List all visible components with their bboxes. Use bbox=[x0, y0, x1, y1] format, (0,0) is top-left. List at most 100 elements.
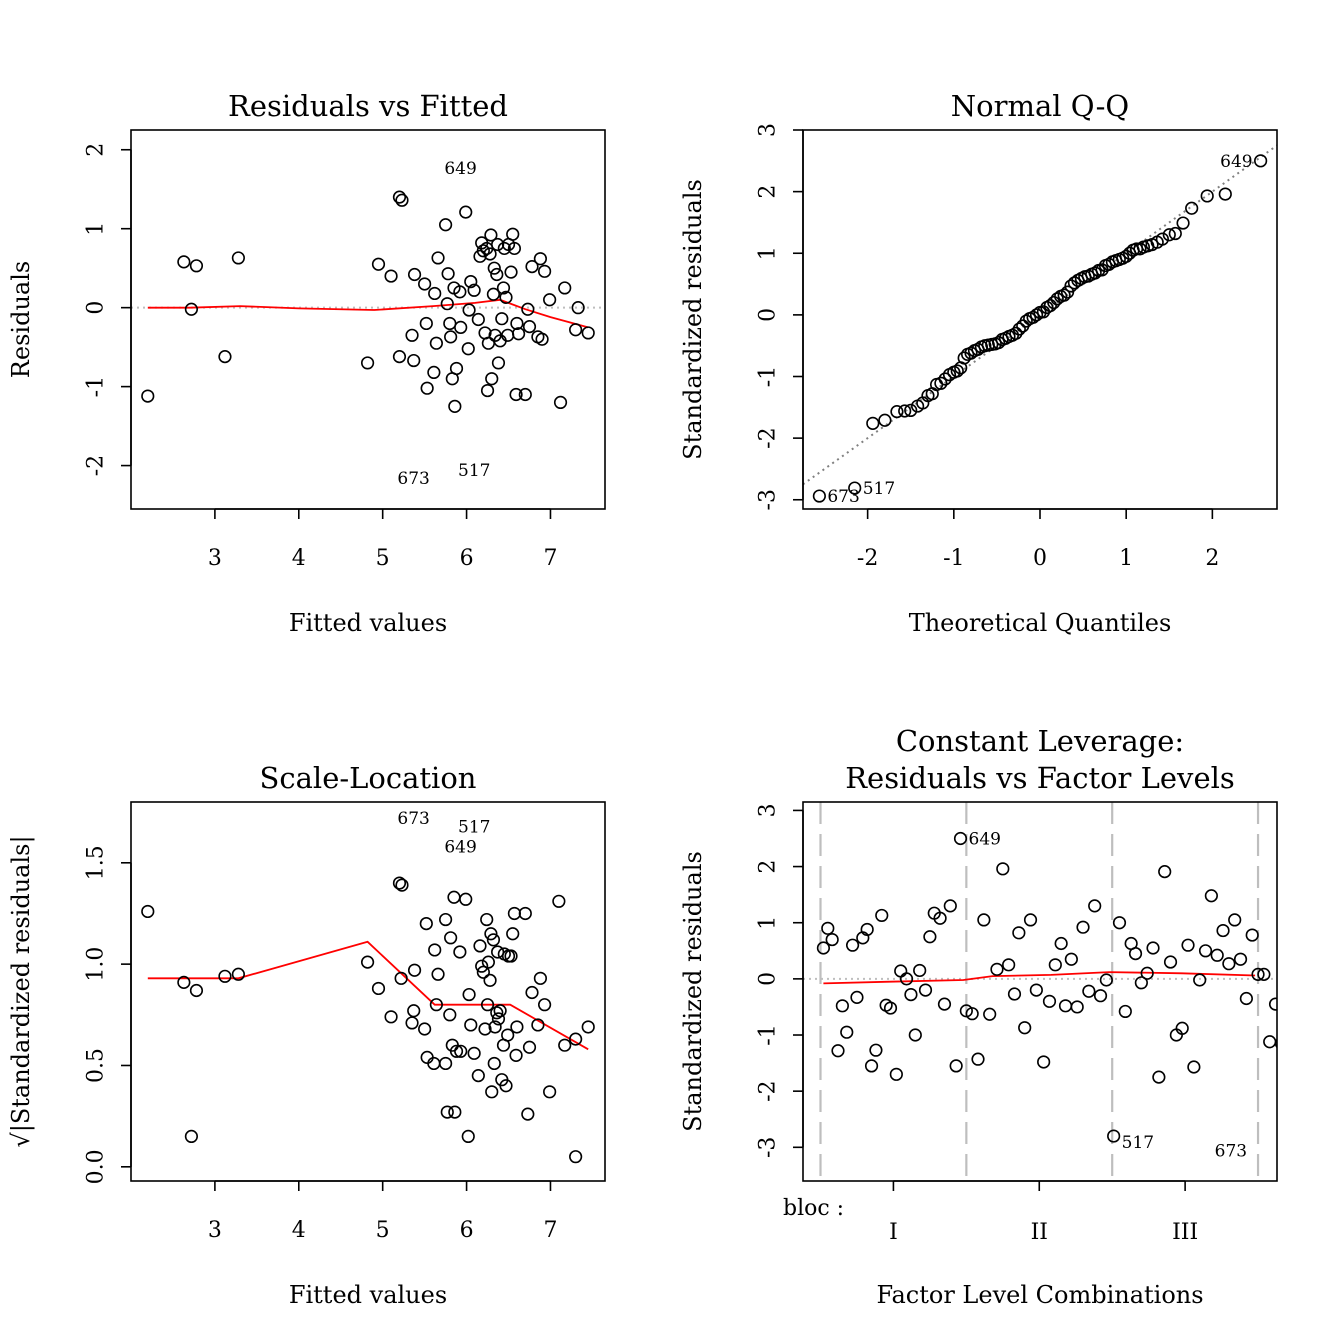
data-point bbox=[1193, 973, 1207, 987]
factor-level-label: III bbox=[1172, 1220, 1198, 1245]
data-point bbox=[1146, 941, 1160, 955]
data-point bbox=[443, 1008, 457, 1022]
data-point bbox=[990, 962, 1004, 976]
data-point bbox=[418, 277, 432, 291]
data-point bbox=[471, 312, 485, 327]
data-point bbox=[537, 264, 552, 278]
x-tick-label: 7 bbox=[543, 1218, 557, 1243]
data-point bbox=[218, 350, 232, 364]
data-point bbox=[535, 332, 549, 346]
data-point bbox=[507, 906, 521, 921]
data-point bbox=[1112, 916, 1127, 930]
y-tick-label: 3 bbox=[756, 123, 781, 137]
point-label: 673 bbox=[397, 809, 429, 829]
data-point bbox=[525, 985, 539, 1000]
data-point bbox=[522, 1040, 537, 1054]
data-point bbox=[480, 912, 494, 927]
data-point bbox=[1050, 292, 1064, 306]
data-point bbox=[444, 330, 458, 344]
data-point bbox=[1107, 1129, 1121, 1143]
data-point bbox=[899, 972, 914, 986]
data-point bbox=[558, 281, 572, 295]
point-label: 517 bbox=[458, 817, 490, 837]
data-point bbox=[875, 908, 889, 923]
data-point bbox=[484, 228, 498, 242]
y-axis-label: Residuals bbox=[7, 261, 35, 378]
data-point bbox=[1088, 266, 1102, 280]
y-tick-label: 0 bbox=[84, 301, 109, 315]
data-point bbox=[429, 336, 443, 350]
data-point bbox=[992, 336, 1006, 350]
data-point bbox=[420, 1050, 434, 1064]
data-point bbox=[949, 1059, 963, 1073]
data-point bbox=[506, 927, 520, 941]
data-point bbox=[184, 1129, 199, 1144]
data-point bbox=[531, 1018, 545, 1032]
x-tick-label: 0 bbox=[1033, 546, 1047, 571]
data-point bbox=[487, 261, 501, 275]
data-point bbox=[177, 975, 191, 989]
x-tick-label: 7 bbox=[543, 546, 557, 571]
y-tick-label: 2 bbox=[756, 185, 781, 199]
data-point bbox=[464, 1018, 478, 1032]
data-point bbox=[439, 1056, 453, 1071]
data-point bbox=[1251, 967, 1265, 981]
data-point bbox=[231, 967, 245, 981]
data-point bbox=[1012, 926, 1026, 940]
data-point bbox=[1168, 226, 1182, 241]
data-point bbox=[407, 963, 422, 977]
data-point bbox=[1274, 1038, 1277, 1049]
data-point bbox=[1054, 936, 1068, 951]
data-point bbox=[394, 971, 408, 985]
data-point bbox=[923, 930, 937, 944]
point-label: 517 bbox=[863, 479, 895, 499]
data-point bbox=[491, 1012, 506, 1026]
data-point bbox=[464, 275, 478, 289]
data-point bbox=[1185, 201, 1199, 215]
data-point bbox=[1152, 1070, 1166, 1084]
data-point bbox=[453, 945, 467, 959]
data-point bbox=[908, 1028, 922, 1042]
data-point bbox=[569, 1150, 583, 1164]
x-tick-label: 5 bbox=[376, 1218, 390, 1243]
data-point bbox=[522, 320, 537, 334]
factor-name-label: bloc : bbox=[783, 1196, 844, 1221]
y-axis-label: Standardized residuals bbox=[679, 851, 707, 1132]
point-label: 673 bbox=[827, 487, 859, 507]
data-point bbox=[427, 1056, 441, 1071]
data-point bbox=[486, 933, 501, 947]
data-point bbox=[371, 981, 386, 996]
y-tick-label: -1 bbox=[756, 1024, 781, 1045]
data-point bbox=[533, 252, 548, 266]
data-point bbox=[866, 416, 880, 430]
data-point bbox=[428, 286, 442, 301]
data-point bbox=[521, 1107, 535, 1121]
data-point bbox=[462, 987, 476, 1002]
data-point bbox=[1176, 216, 1190, 230]
data-point bbox=[486, 287, 501, 301]
point-label: 517 bbox=[1122, 1133, 1154, 1153]
data-point bbox=[462, 303, 476, 317]
data-point bbox=[964, 346, 978, 360]
chart-title: Scale-Location bbox=[260, 761, 477, 795]
data-point bbox=[1140, 966, 1154, 980]
data-point bbox=[845, 938, 860, 952]
data-point bbox=[444, 931, 458, 945]
data-point bbox=[840, 1025, 854, 1039]
data-point bbox=[141, 389, 155, 403]
data-point bbox=[407, 267, 422, 282]
data-point bbox=[1093, 989, 1108, 1003]
data-point bbox=[392, 350, 407, 364]
data-point bbox=[392, 876, 407, 890]
data-point bbox=[448, 1105, 462, 1119]
data-point bbox=[1293, 1014, 1305, 1026]
data-point bbox=[476, 965, 490, 979]
y-tick-label: -3 bbox=[756, 1137, 781, 1158]
data-point bbox=[360, 356, 375, 370]
data-point bbox=[953, 831, 968, 846]
data-point bbox=[1268, 997, 1277, 1011]
data-point bbox=[1239, 991, 1253, 1006]
data-point bbox=[496, 281, 511, 295]
data-point bbox=[487, 1056, 501, 1071]
